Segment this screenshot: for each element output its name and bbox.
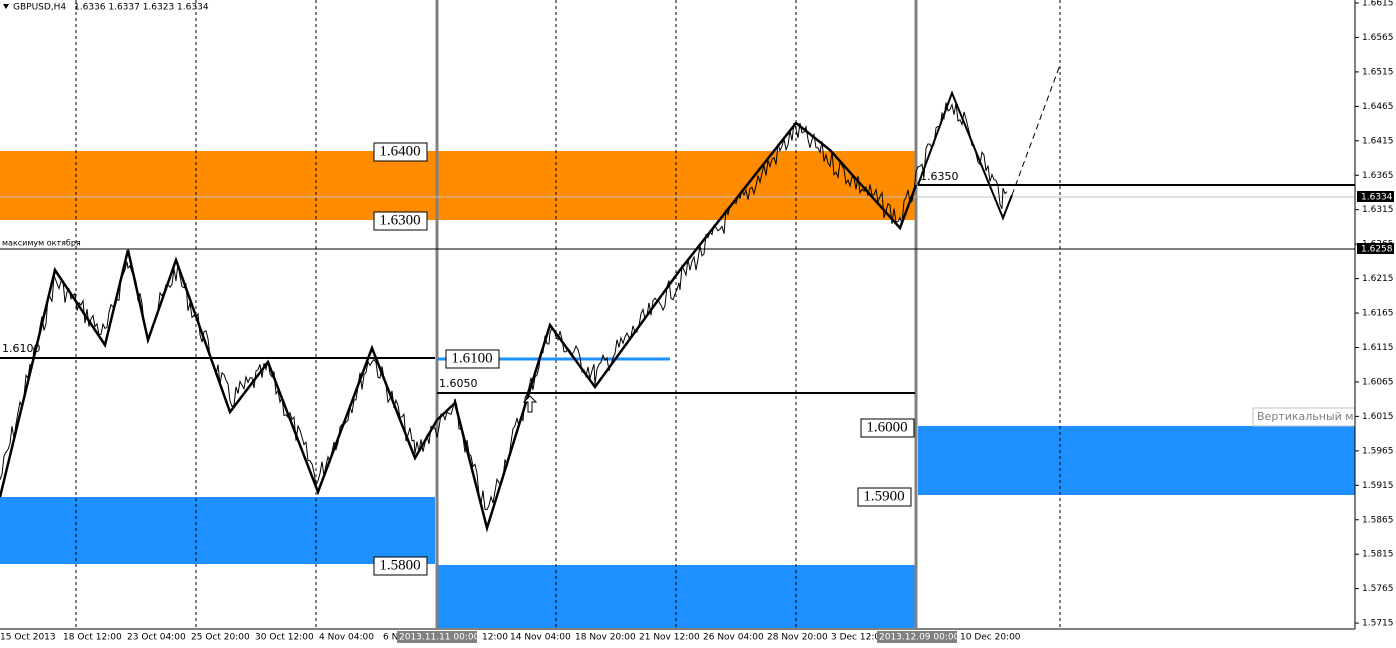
price-label: 1.6615 bbox=[1362, 0, 1394, 9]
quote: 1.6336 1.6337 1.6323 1.6334 bbox=[74, 3, 209, 13]
marker-price: 1.6258 bbox=[1361, 245, 1393, 255]
time-label: 2013.12.09 00:00 bbox=[879, 633, 960, 643]
zigzag[interactable] bbox=[917, 90, 1013, 221]
blue-zone-right bbox=[918, 426, 1355, 495]
time-label: 6 N bbox=[383, 633, 398, 643]
label-box bbox=[857, 487, 912, 507]
label-box bbox=[373, 556, 428, 576]
time-label: 30 Oct 12:00 bbox=[255, 633, 314, 643]
zone-label: 1.5800 bbox=[379, 557, 420, 573]
zone-label: 1.6400 bbox=[379, 143, 420, 159]
price-label: 1.6365 bbox=[1362, 171, 1394, 181]
label-box bbox=[860, 418, 915, 438]
price-label: 1.6565 bbox=[1362, 33, 1394, 43]
price-label: 1.5815 bbox=[1362, 550, 1394, 560]
time-label: 4 Nov 04:00 bbox=[319, 633, 374, 643]
time-label: 21 Nov 12:00 bbox=[639, 633, 700, 643]
arrow-icon bbox=[522, 395, 538, 413]
price-label: 1.5715 bbox=[1362, 619, 1394, 629]
zone-labels: 1.6400 1.6300 1.5800 1.6100 1.6000 1.590… bbox=[373, 142, 915, 576]
zone-label: 1.5900 bbox=[863, 488, 904, 504]
label-box bbox=[445, 349, 500, 369]
line-label: 1.6100 bbox=[2, 342, 41, 355]
line-label: максимум октября bbox=[2, 239, 81, 248]
price-axis-bg bbox=[1355, 0, 1396, 648]
zigzag[interactable] bbox=[0, 249, 439, 498]
price-label: 1.5865 bbox=[1362, 515, 1394, 525]
line-label: 1.6350 bbox=[920, 170, 959, 183]
line-label: 1.6050 bbox=[439, 377, 478, 390]
price-label: 1.6065 bbox=[1362, 377, 1394, 387]
time-label: 25 Oct 20:00 bbox=[191, 633, 250, 643]
tooltip: Вертикальный мас bbox=[1257, 410, 1366, 423]
marker-price-tag bbox=[1357, 243, 1394, 254]
zone-label: 1.6100 bbox=[451, 350, 492, 366]
time-label: 15 Oct 2013 bbox=[0, 633, 56, 643]
price-label: 1.6015 bbox=[1362, 412, 1394, 422]
zone-label: 1.6000 bbox=[866, 419, 907, 435]
time-label: 26 Nov 04:00 bbox=[703, 633, 764, 643]
projection[interactable] bbox=[1011, 64, 1061, 196]
time-label: 2013.11.11 00:00 bbox=[399, 633, 480, 643]
label-box bbox=[373, 211, 428, 231]
symbol: GBPUSD,H4 bbox=[13, 3, 66, 13]
price-label: 1.6115 bbox=[1362, 343, 1394, 353]
time-label: 23 Oct 04:00 bbox=[127, 633, 186, 643]
price-label: 1.5765 bbox=[1362, 584, 1394, 594]
zigzag[interactable] bbox=[436, 121, 918, 533]
blue-zone-left bbox=[0, 497, 435, 564]
price-label: 1.6315 bbox=[1362, 205, 1394, 215]
label-box bbox=[373, 142, 428, 162]
price-label: 1.6165 bbox=[1362, 309, 1394, 319]
current-price-tag bbox=[1357, 191, 1394, 202]
time-highlight bbox=[397, 631, 477, 643]
time-label: 18 Nov 20:00 bbox=[575, 633, 636, 643]
orange-zone bbox=[0, 151, 915, 220]
time-label: 18 Oct 12:00 bbox=[63, 633, 122, 643]
time-label: 28 Nov 20:00 bbox=[767, 633, 828, 643]
zone-label: 1.6300 bbox=[379, 212, 420, 228]
current-price: 1.6334 bbox=[1361, 193, 1393, 203]
time-label: 12:00 bbox=[482, 633, 508, 643]
time-label: 14 Nov 04:00 bbox=[510, 633, 571, 643]
price-label: 1.6515 bbox=[1362, 67, 1394, 77]
price-label: 1.5915 bbox=[1362, 481, 1394, 491]
time-highlight bbox=[877, 631, 957, 643]
time-label: 10 Dec 20:00 bbox=[960, 633, 1021, 643]
header-icon[interactable] bbox=[3, 4, 9, 9]
price-label: 1.6215 bbox=[1362, 274, 1394, 284]
time-label: 3 Dec 12:00 bbox=[831, 633, 886, 643]
price-label: 1.6415 bbox=[1362, 136, 1394, 146]
price-label: 1.6465 bbox=[1362, 102, 1394, 112]
price-label: 1.5965 bbox=[1362, 446, 1394, 456]
